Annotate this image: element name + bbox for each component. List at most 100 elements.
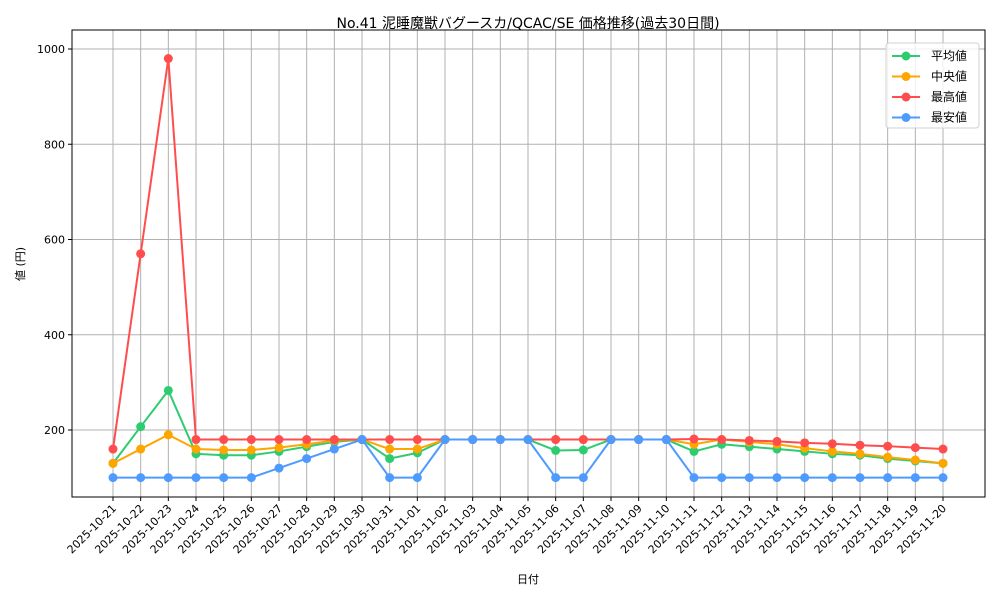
grid xyxy=(72,30,985,497)
data-point xyxy=(136,444,146,454)
data-point xyxy=(357,435,367,445)
data-point xyxy=(302,454,312,464)
data-point xyxy=(163,385,173,395)
data-point xyxy=(827,473,837,483)
data-point xyxy=(329,444,339,454)
chart-title: No.41 泥睡魔獣バグースカ/QCAC/SE 価格推移(過去30日間) xyxy=(336,16,719,32)
legend-marker-icon xyxy=(901,113,911,122)
data-point xyxy=(606,435,616,445)
legend-label: 中央値 xyxy=(931,69,967,84)
y-tick-label: 200 xyxy=(44,424,65,437)
data-point xyxy=(385,435,395,445)
data-point xyxy=(883,473,893,483)
data-point xyxy=(385,473,395,483)
legend-label: 最安値 xyxy=(931,110,967,125)
data-point xyxy=(551,473,561,483)
legend-marker-icon xyxy=(901,51,911,61)
x-axis: 2025-10-212025-10-222025-10-232025-10-24… xyxy=(65,497,949,556)
data-point xyxy=(523,435,533,445)
y-tick-label: 600 xyxy=(44,234,65,247)
data-point xyxy=(329,435,339,445)
data-point xyxy=(274,443,284,453)
y-tick-label: 400 xyxy=(44,329,65,342)
data-point xyxy=(191,473,201,483)
data-point xyxy=(108,473,118,483)
y-tick-label: 1000 xyxy=(37,43,65,56)
data-point xyxy=(412,444,422,454)
data-point xyxy=(689,434,699,444)
data-point xyxy=(191,444,201,454)
data-point xyxy=(772,436,782,446)
data-point xyxy=(689,446,699,456)
data-point xyxy=(108,458,118,468)
data-point xyxy=(136,473,146,483)
data-point xyxy=(744,435,754,445)
data-point xyxy=(108,444,118,454)
y-tick-label: 800 xyxy=(44,138,65,151)
data-point xyxy=(246,445,256,455)
data-point xyxy=(883,452,893,462)
data-point xyxy=(136,422,146,432)
data-point xyxy=(274,435,284,445)
legend-item: 最安値 xyxy=(892,110,967,125)
data-point xyxy=(883,441,893,451)
legend-item: 最高値 xyxy=(892,89,967,104)
legend-item: 平均値 xyxy=(892,48,967,63)
data-point xyxy=(468,435,478,445)
data-point xyxy=(136,249,146,259)
data-point xyxy=(163,54,173,64)
x-axis-label: 日付 xyxy=(517,573,539,586)
data-point xyxy=(578,473,588,483)
data-point xyxy=(827,446,837,456)
data-point xyxy=(938,444,948,454)
data-point xyxy=(412,473,422,483)
data-point xyxy=(855,440,865,450)
data-point xyxy=(661,435,671,445)
y-axis: 200 400 600 800 1000 xyxy=(37,43,72,437)
series-lines xyxy=(108,54,948,483)
data-point xyxy=(578,445,588,455)
data-point xyxy=(495,435,505,445)
data-point xyxy=(163,473,173,483)
data-point xyxy=(551,435,561,445)
data-point xyxy=(772,473,782,483)
y-axis-label: 値 (円) xyxy=(14,247,27,281)
data-point xyxy=(910,473,920,483)
data-point xyxy=(800,473,810,483)
legend-label: 最高値 xyxy=(931,89,967,104)
data-point xyxy=(163,430,173,440)
data-point xyxy=(800,438,810,448)
data-point xyxy=(855,449,865,459)
data-point xyxy=(191,435,201,445)
data-point xyxy=(302,435,312,445)
data-point xyxy=(246,435,256,445)
data-point xyxy=(274,463,284,473)
data-point xyxy=(910,443,920,453)
data-point xyxy=(938,458,948,468)
data-point xyxy=(634,435,644,445)
data-point xyxy=(219,445,229,455)
data-point xyxy=(855,473,865,483)
data-point xyxy=(440,435,450,445)
data-point xyxy=(246,473,256,483)
data-point xyxy=(717,435,727,445)
series-3 xyxy=(108,435,948,483)
data-point xyxy=(910,455,920,465)
data-point xyxy=(219,435,229,445)
data-point xyxy=(385,454,395,464)
data-point xyxy=(938,473,948,483)
data-point xyxy=(827,439,837,449)
data-point xyxy=(385,444,395,454)
legend-marker-icon xyxy=(901,92,911,102)
data-point xyxy=(744,473,754,483)
legend-marker-icon xyxy=(901,72,911,81)
data-point xyxy=(689,473,699,483)
legend-label: 平均値 xyxy=(931,48,967,63)
legend-box xyxy=(885,42,980,129)
legend-item: 中央値 xyxy=(892,69,967,84)
data-point xyxy=(219,473,229,483)
data-point xyxy=(578,435,588,445)
data-point xyxy=(412,435,422,445)
